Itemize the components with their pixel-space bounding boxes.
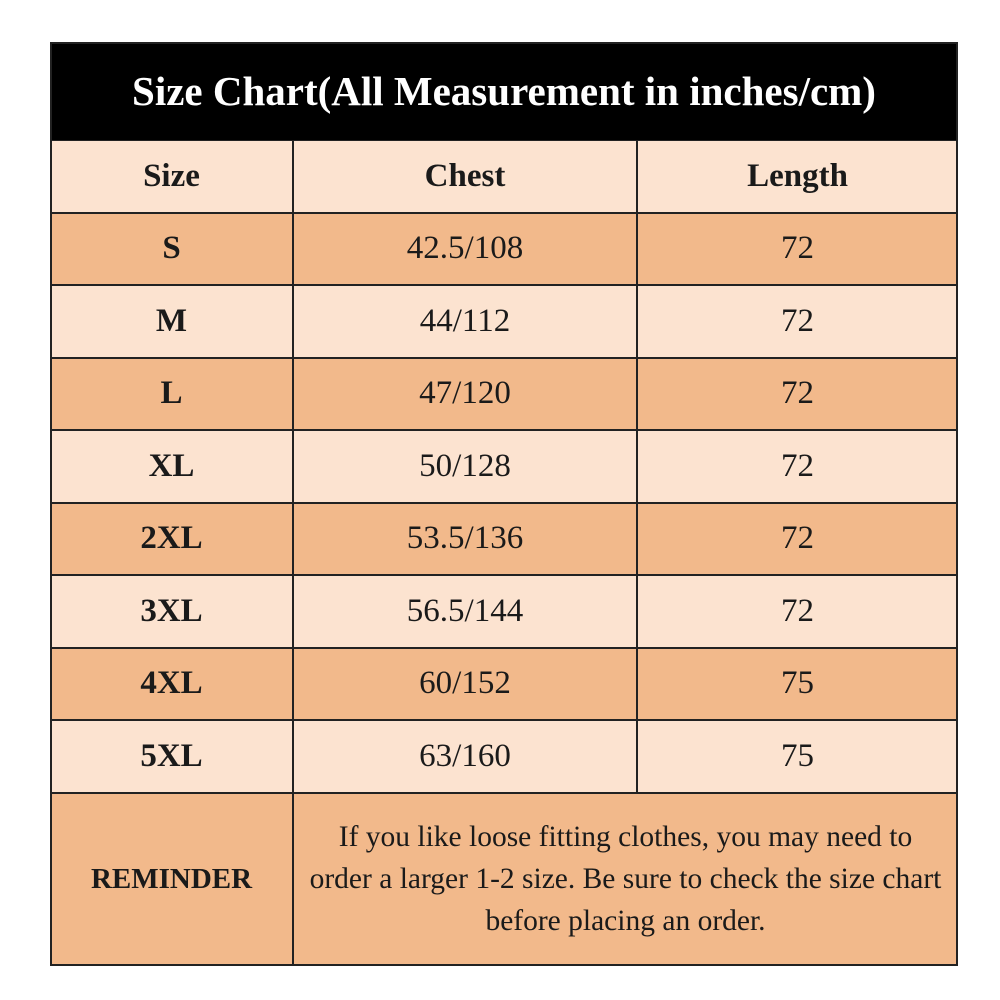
length-cell: 72 [637,357,958,430]
size-cell: 2XL [50,502,293,575]
length-cell: 75 [637,720,958,793]
size-cell: L [50,357,293,430]
column-header: Length [637,140,958,213]
size-cell: 3XL [50,575,293,648]
length-cell: 75 [637,647,958,720]
chest-cell: 47/120 [293,357,637,430]
chest-cell: 53.5/136 [293,502,637,575]
length-cell: 72 [637,430,958,503]
reminder-text: If you like loose fitting clothes, you m… [293,792,958,966]
size-cell: 4XL [50,647,293,720]
size-cell: M [50,285,293,358]
length-cell: 72 [637,502,958,575]
chest-cell: 60/152 [293,647,637,720]
length-cell: 72 [637,212,958,285]
length-cell: 72 [637,575,958,648]
chest-cell: 44/112 [293,285,637,358]
title: Size Chart(All Measurement in inches/cm) [50,42,958,140]
size-cell: XL [50,430,293,503]
size-cell: 5XL [50,720,293,793]
chest-cell: 56.5/144 [293,575,637,648]
reminder-label: REMINDER [50,792,293,966]
chest-cell: 50/128 [293,430,637,503]
size-cell: S [50,212,293,285]
chest-cell: 42.5/108 [293,212,637,285]
column-header: Chest [293,140,637,213]
chest-cell: 63/160 [293,720,637,793]
column-header: Size [50,140,293,213]
length-cell: 72 [637,285,958,358]
